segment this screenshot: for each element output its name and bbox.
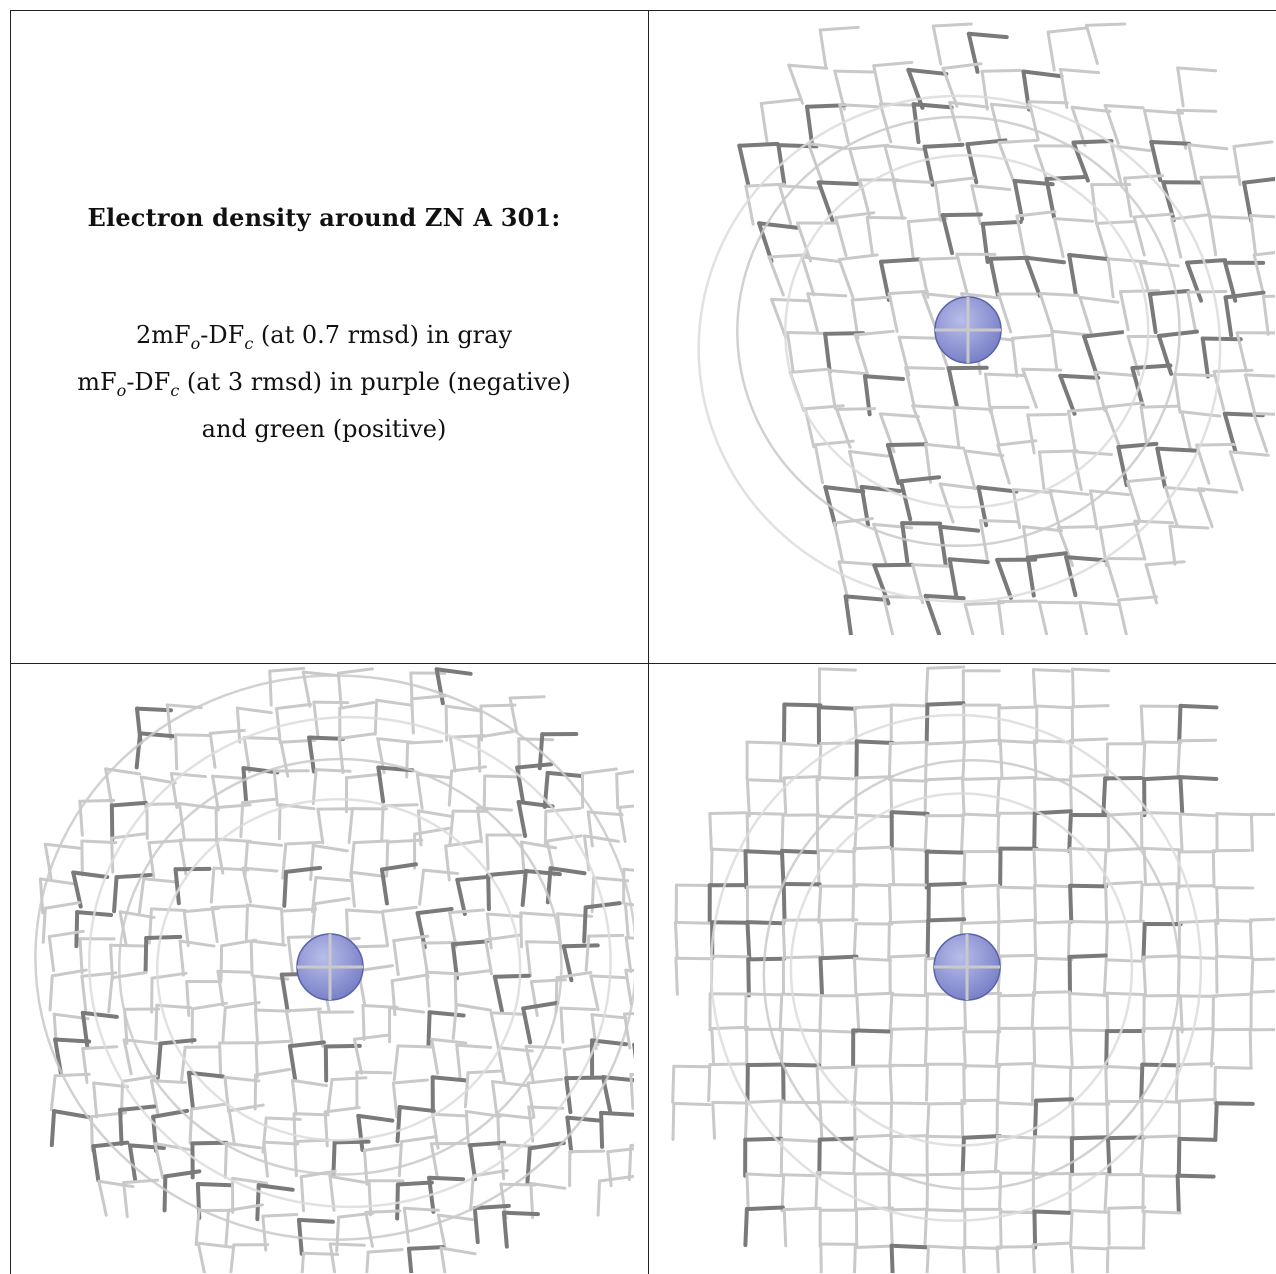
zinc-atom-sphere	[933, 933, 1001, 1001]
border-middle-h	[10, 663, 1276, 664]
legend-line-3: and green (positive)	[201, 414, 447, 443]
density-mesh-top-right	[697, 22, 1275, 635]
border-left	[10, 10, 11, 1274]
caption-legend: 2mFo-DFc (at 0.7 rmsd) in gray mFo-DFc (…	[14, 316, 634, 448]
zinc-atom-sphere	[296, 933, 364, 1001]
border-middle	[648, 10, 649, 1274]
legend-line-2: mFo-DFc (at 3 rmsd) in purple (negative)	[77, 367, 571, 400]
view-bottom-right	[665, 665, 1275, 1273]
density-mesh-bottom-left	[34, 666, 634, 1273]
border-top	[10, 10, 1276, 11]
view-top-right	[665, 20, 1275, 635]
zinc-atom-sphere	[934, 296, 1002, 364]
legend-line-1: 2mFo-DFc (at 0.7 rmsd) in gray	[135, 321, 513, 353]
mesh-lines	[697, 22, 1275, 635]
view-bottom-left	[14, 665, 634, 1273]
caption-title: Electron density around ZN A 301:	[87, 203, 561, 232]
mesh-lines	[34, 666, 634, 1273]
density-mesh-bottom-right	[671, 665, 1275, 1273]
